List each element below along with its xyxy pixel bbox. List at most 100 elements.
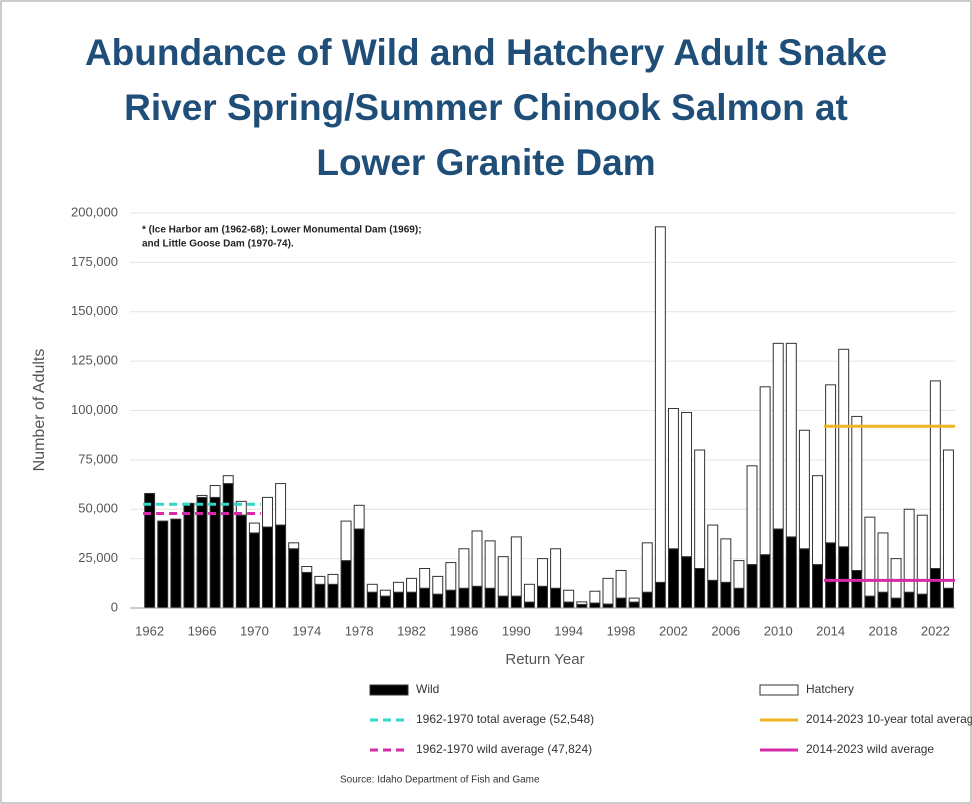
bar-segment: [576, 603, 588, 609]
bar-segment: [248, 532, 260, 609]
y-tick-label: 125,000: [71, 353, 118, 368]
bar-segment: [209, 485, 221, 498]
bar-segment: [275, 483, 287, 526]
x-tick-label: 1982: [397, 623, 426, 638]
bar-segment: [327, 583, 339, 609]
bar-segment: [432, 575, 444, 595]
bar-segment: [248, 522, 260, 534]
bar-segment: [550, 587, 562, 609]
bar-segment: [589, 602, 601, 609]
bar-segment: [602, 577, 614, 605]
bar-segment: [314, 575, 326, 585]
bar-segment: [798, 429, 810, 550]
x-tick-label: 1974: [292, 623, 321, 638]
bar-segment: [327, 573, 339, 585]
bar-segment: [759, 554, 771, 609]
bar-segment: [589, 590, 601, 604]
bar-segment: [314, 583, 326, 609]
bar-segment: [681, 411, 693, 558]
bar-segment: [864, 595, 876, 609]
bar-segment: [812, 564, 823, 609]
bar-segment: [916, 593, 928, 609]
bar-segment: [170, 518, 182, 609]
bar-segment: [929, 380, 941, 569]
annotation: * (Ice Harbor am (1962-68); Lower Monume…: [142, 225, 422, 236]
bar-segment: [301, 571, 313, 609]
bar-segment: [654, 226, 666, 583]
bar-segment: [144, 492, 156, 609]
bar-segment: [916, 514, 928, 595]
bar-segment: [667, 548, 679, 609]
bar-segment: [733, 587, 745, 609]
bar-segment: [563, 601, 575, 609]
bar-segment: [641, 542, 653, 593]
bar-segment: [379, 589, 391, 597]
bar-segment: [615, 597, 627, 609]
legend-swatch: [759, 684, 799, 696]
bar-segment: [353, 504, 365, 530]
y-tick-label: 75,000: [78, 451, 118, 466]
x-tick-label: 2006: [711, 623, 740, 638]
bar-segment: [681, 556, 693, 609]
bar-segment: [838, 546, 850, 609]
legend-label: 2014-2023 wild average: [806, 742, 934, 756]
bar-segment: [825, 384, 837, 544]
bar-segment: [576, 601, 588, 605]
bar-segment: [759, 386, 771, 556]
bar-segment: [537, 585, 548, 609]
bar-segment: [903, 508, 915, 593]
bar-segment: [366, 591, 378, 609]
bar-segment: [222, 475, 234, 485]
bar-segment: [288, 542, 300, 550]
bar-segment: [301, 566, 313, 573]
bar-segment: [746, 465, 758, 566]
legend-label: Wild: [416, 682, 439, 696]
bar-segment: [222, 483, 234, 609]
bar-segment: [890, 597, 902, 609]
y-tick-label: 150,000: [71, 303, 118, 318]
bar-segment: [235, 500, 247, 516]
y-tick-label: 50,000: [78, 501, 118, 516]
bar-segment: [602, 603, 614, 609]
bar-segment: [262, 526, 273, 609]
bar-segment: [707, 579, 719, 609]
x-tick-label: 1978: [345, 623, 374, 638]
bar-segment: [890, 558, 902, 599]
bar-segment: [864, 516, 876, 597]
bar-segment: [785, 536, 797, 609]
bar-segment: [720, 538, 732, 583]
bar-segment: [798, 548, 810, 609]
bar-segment: [157, 520, 169, 609]
bar-segment: [445, 589, 457, 609]
chart-title: Lower Granite Dam: [316, 142, 655, 183]
bar-segment: [340, 520, 352, 562]
y-tick-label: 25,000: [78, 550, 118, 565]
bar-segment: [641, 591, 653, 609]
source: Source: Idaho Department of Fish and Gam…: [340, 775, 540, 786]
legend-label: 1962-1970 wild average (47,824): [416, 742, 592, 756]
legend-label: 1962-1970 total average (52,548): [416, 712, 594, 726]
bar-segment: [942, 449, 954, 589]
chart-title: River Spring/Summer Chinook Salmon at: [124, 87, 848, 128]
bar-segment: [523, 583, 535, 603]
bar-segment: [262, 496, 273, 528]
bar-segment: [379, 595, 391, 609]
bar-segment: [497, 595, 509, 609]
bar-segment: [746, 564, 758, 609]
bar-segment: [563, 589, 575, 603]
x-tick-label: 2018: [869, 623, 898, 638]
bar-segment: [523, 601, 535, 609]
x-tick-label: 2010: [764, 623, 793, 638]
bar-segment: [707, 524, 719, 581]
bar-segment: [851, 569, 863, 609]
bar-segment: [929, 568, 941, 609]
bar-segment: [877, 591, 889, 609]
bar-segment: [720, 581, 732, 609]
x-axis-label: Return Year: [505, 651, 584, 668]
bar-segment: [406, 591, 418, 609]
bar-segment: [667, 408, 679, 550]
bar-segment: [628, 601, 640, 609]
bar-segment: [366, 583, 378, 593]
bar-segment: [733, 560, 745, 589]
